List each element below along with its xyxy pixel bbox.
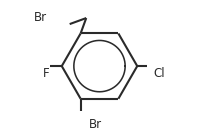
Text: Br: Br <box>34 11 47 24</box>
Text: Cl: Cl <box>154 67 165 80</box>
Text: Br: Br <box>89 118 102 131</box>
Text: F: F <box>43 67 49 80</box>
